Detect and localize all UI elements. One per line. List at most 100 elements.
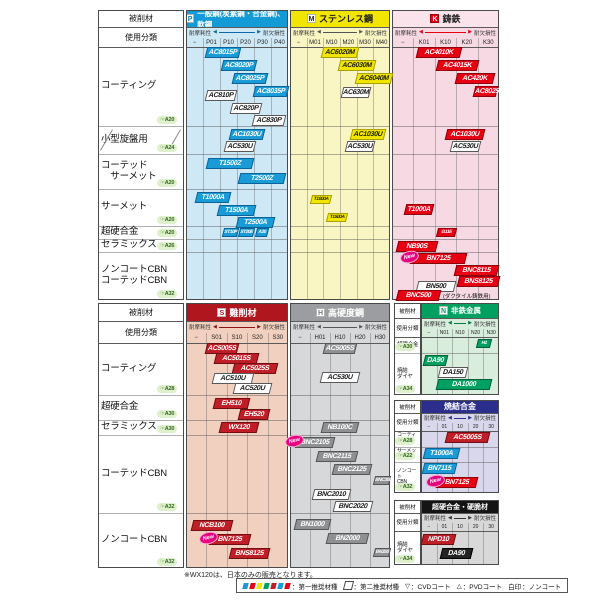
arrow-left-icon: ◀	[213, 29, 217, 35]
S-wear-fracture-scale: 耐摩耗性 ◀ ▶ 耐欠損性	[186, 321, 288, 333]
grid-vline	[373, 38, 374, 300]
first-recommendation-swatch-icon	[270, 582, 277, 589]
grid-vline	[468, 329, 469, 395]
row-label-超硬合金: 超硬合金	[101, 226, 139, 238]
band-divider	[186, 27, 288, 28]
row-label-コーテッドCBN: コーテッドCBN	[101, 467, 167, 479]
footnote: ※WX120は、日本のみの販売となります。	[184, 572, 317, 579]
row-divider	[186, 239, 288, 240]
usage-class-header: 使用分類	[125, 327, 157, 337]
row-label-焼結ダイヤ: 焼結 ダイヤ	[397, 541, 413, 554]
grade-label-T1500Z: T1500Z	[205, 158, 255, 169]
first-recommendation-swatch-icon	[242, 582, 249, 589]
row-divider	[290, 126, 390, 127]
M-wear-fracture-scale: 耐摩耗性 ◀ ▶ 耐欠損性	[290, 27, 390, 38]
tick-M20: M20	[342, 39, 355, 46]
ref-tag-A30: ☞A30	[157, 410, 178, 418]
N-header-band: N 非鉄金属	[421, 303, 499, 318]
grade-label-T1000A: T1000A	[422, 448, 461, 459]
usage-class-header: 使用分類	[125, 32, 157, 42]
row-divider	[290, 395, 390, 396]
row-label-コーテッドサーメット: コーテッド サーメット	[101, 159, 157, 182]
grade-label-BN7115: BN7115	[421, 463, 458, 474]
label-column-bg	[98, 303, 184, 568]
grade-label-AC6030M: AC6030M	[337, 60, 377, 71]
grade-label-DA90: DA90	[422, 355, 449, 366]
band-divider	[392, 27, 499, 28]
tick-S10: S10	[231, 335, 243, 341]
wear-resistance-label: 耐摩耗性	[189, 30, 212, 37]
tick-P20: P20	[240, 39, 251, 46]
tick-10: 10	[457, 424, 463, 430]
grade-label-NB90S: NB90S	[395, 241, 439, 252]
ticks-divider	[98, 47, 184, 48]
tick-20: 20	[472, 524, 479, 530]
ticks-divider	[394, 431, 421, 432]
arrow-left-icon: ◀	[317, 323, 321, 330]
grid-vline	[227, 333, 228, 568]
grade-label-AC8035P: AC8035P	[252, 86, 290, 97]
fracture-resistance-label: 耐欠損性	[473, 30, 496, 37]
H-letter-icon: H	[315, 307, 325, 317]
H-wear-fracture-scale: 耐摩耗性 ◀ ▶ 耐欠損性	[290, 321, 390, 333]
work-material-header: 被削材	[129, 14, 153, 23]
first-recommendation-swatch-icon	[277, 582, 284, 589]
legend-item: 白印 ：ノンコート	[508, 581, 561, 591]
row-divider	[186, 420, 288, 421]
ref-tag-A20: ☞A20	[157, 179, 178, 187]
legend-label: ：CVDコート	[411, 583, 451, 591]
legend-item: ▽ ：CVDコート	[405, 581, 451, 591]
ref-tag-A28: ☞A28	[157, 385, 178, 393]
arrow-right-icon: ▶	[257, 29, 261, 35]
fracture-resistance-label: 耐欠損性	[473, 321, 496, 328]
row-divider	[98, 126, 184, 127]
grid-vline	[413, 38, 414, 300]
K-header-band: K 鋳鉄	[392, 10, 499, 27]
grid-vline	[206, 333, 207, 568]
ticks-divider	[421, 337, 499, 338]
row-divider	[394, 462, 421, 463]
ref-tag-A32: ☞A32	[157, 503, 178, 511]
tick-01: 01	[441, 424, 448, 430]
grade-label-T1000A: T1000A	[309, 195, 333, 204]
header-divider	[98, 321, 184, 322]
grade-label-AC530U: AC530U	[344, 141, 376, 152]
arrow-right-icon: ▶	[359, 323, 363, 330]
grid-vline	[237, 38, 238, 300]
row-label-コーティング: コーティング	[101, 80, 157, 92]
row-label-ノンコートCBN: ノンコートCBN	[101, 534, 167, 546]
grade-label-A30: A30	[254, 228, 270, 237]
ref-tag-A32: ☞A32	[157, 558, 178, 566]
tick-−: −	[296, 39, 301, 46]
grid-vline	[456, 38, 457, 300]
row-divider	[186, 252, 288, 253]
header-divider	[394, 413, 421, 414]
tick-−: −	[298, 335, 302, 341]
grade-label-NB100C: NB100C	[320, 422, 360, 433]
grade-label-T1000A: T1000A	[194, 192, 232, 203]
row-divider	[394, 353, 421, 354]
grade-label-BNC8115: BNC8115	[453, 265, 500, 276]
ref-tag-A30: ☞A30	[157, 425, 178, 433]
tick-P30: P30	[257, 39, 268, 46]
wear-resistance-label: 耐摩耗性	[293, 325, 316, 331]
row-divider	[290, 420, 390, 421]
legend-item: △ ：PVDコート	[457, 581, 502, 591]
wear-resistance-label: 耐摩耗性	[189, 325, 212, 331]
grade-label-T1500A: T1500A	[325, 213, 349, 222]
grid-vline	[307, 38, 308, 300]
row-divider	[186, 435, 288, 436]
H-section-title: 高硬度鋼	[327, 307, 364, 318]
label-column-bg	[394, 500, 421, 565]
row-divider	[290, 189, 390, 190]
row-divider	[186, 395, 288, 396]
tick-−: −	[427, 424, 431, 430]
grade-label-EH510: EH510	[212, 398, 251, 409]
grade-label-AC5005S: AC5005S	[322, 343, 358, 354]
tick-P01: P01	[206, 39, 217, 46]
grade-label-AC1030U: AC1030U	[444, 129, 486, 140]
tick-P10: P10	[223, 39, 234, 46]
grade-label-AC8025P: AC8025P	[472, 86, 505, 97]
S-section-title: 難削材	[229, 307, 257, 318]
tick-S20: S20	[252, 335, 263, 341]
